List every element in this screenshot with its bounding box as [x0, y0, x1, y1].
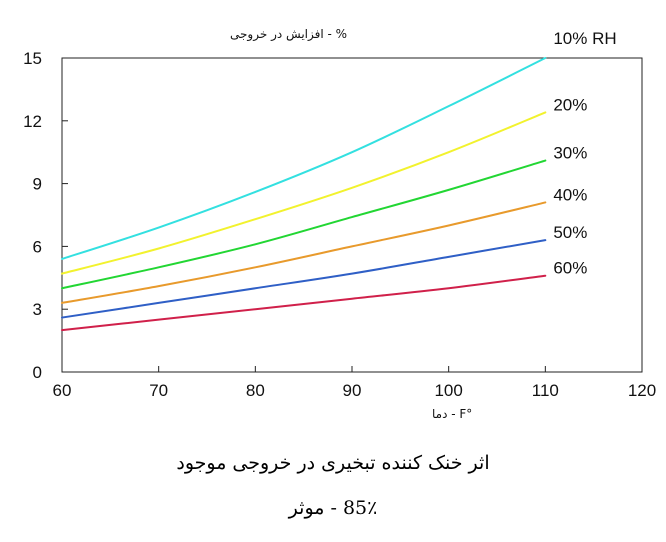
series-label: 40%	[553, 185, 587, 204]
series-line	[61, 111, 547, 275]
x-tick-label: 60	[53, 381, 72, 400]
series-label: 50%	[553, 223, 587, 242]
y-tick-label: 12	[23, 112, 42, 131]
caption-line-2: 85٪ - موثر	[288, 497, 378, 519]
series-line	[61, 57, 547, 260]
series-line	[61, 274, 547, 332]
x-tick-label: 110	[532, 381, 559, 400]
series-line	[61, 159, 547, 290]
y-tick-label: 9	[33, 175, 42, 194]
x-tick-label: 100	[434, 381, 462, 400]
series-line	[61, 201, 547, 304]
y-tick-label: 15	[23, 49, 42, 68]
x-tick-label: 90	[343, 381, 362, 400]
y-axis-title: % - افزایش در خروجی	[230, 27, 347, 42]
x-axis-title: °F - دما	[432, 407, 472, 421]
y-tick-label: 0	[33, 363, 42, 382]
y-tick-label: 6	[33, 237, 42, 256]
series-label: 60%	[553, 259, 587, 278]
x-tick-label: 120	[628, 381, 656, 400]
caption-line-1: اثر خنک کننده تبخیری در خروجی موجود	[176, 452, 490, 474]
series-group	[61, 57, 547, 332]
x-tick-label: 70	[149, 381, 168, 400]
series-label: 20%	[553, 95, 587, 114]
y-tick-label: 3	[33, 300, 42, 319]
labels-group: 10% RH 20% 30% 40% 50% 60%	[553, 29, 616, 278]
x-tick-label: 80	[246, 381, 265, 400]
series-label: 30%	[553, 144, 587, 163]
ticks-group: 60 70 80 90 100 110 120 0 3 6 9 12 15	[23, 49, 656, 400]
series-line	[61, 239, 547, 319]
series-label: 10% RH	[553, 29, 616, 48]
